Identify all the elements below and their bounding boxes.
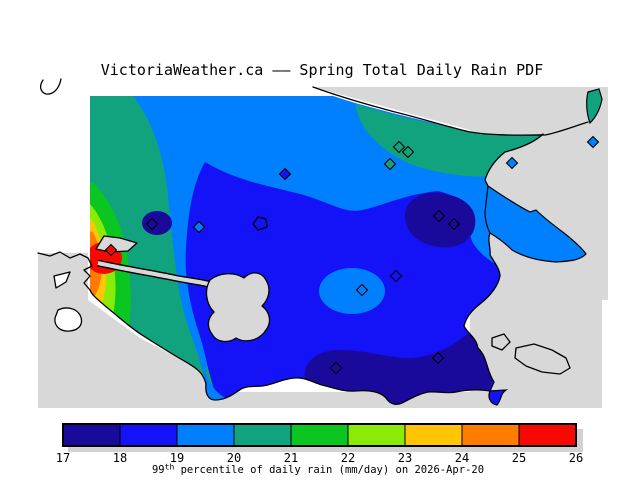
colorbar-segment [291, 424, 348, 446]
south-coast-notch [488, 389, 509, 406]
victoria-peninsula [205, 272, 271, 343]
colorbar-segment [234, 424, 291, 446]
tick-label: 26 [569, 451, 583, 465]
station-diamond-marker [389, 269, 403, 283]
station-diamond-marker [383, 157, 397, 171]
coastlines [37, 78, 589, 405]
inlet-channel [97, 259, 214, 289]
station-diamond-marker [586, 135, 600, 149]
band-17-18-south-blob [304, 324, 504, 405]
coast-east-lower [463, 232, 501, 392]
teal-horn [586, 88, 603, 125]
colorbar-segment [405, 424, 462, 446]
station-diamond-marker [447, 217, 461, 231]
colorbar: 17 18 19 20 21 22 23 24 25 26 99th perce… [56, 423, 583, 477]
colorbar-border [62, 423, 577, 447]
coast-south [205, 377, 491, 405]
station-diamond-marker [505, 156, 519, 170]
station-diamond-marker [355, 283, 369, 297]
colorbar-tick-labels: 17 18 19 20 21 22 23 24 25 26 [56, 451, 583, 465]
tick-label: 18 [113, 451, 127, 465]
coast-northwest [37, 251, 93, 291]
islands [95, 235, 571, 375]
station-diamond-marker [278, 167, 292, 181]
inlet-fill [97, 260, 213, 288]
lake-outline-small [252, 216, 268, 231]
coast-northeast [312, 86, 589, 136]
band-19-20-oval [319, 268, 385, 314]
station-diamond-marker [329, 361, 343, 375]
lake-west [54, 307, 83, 332]
tick-label: 22 [341, 451, 355, 465]
station-markers [104, 135, 600, 375]
caption-superscript: th [165, 463, 175, 472]
colorbar-segment [120, 424, 177, 446]
colorbar-segment [177, 424, 234, 446]
land-west-south [38, 253, 602, 408]
tick-label: 20 [227, 451, 241, 465]
station-diamond-marker [431, 351, 445, 365]
station-diamond-marker [104, 243, 118, 257]
land-east [313, 87, 608, 392]
tick-label: 25 [512, 451, 526, 465]
colorbar-segment [519, 424, 576, 446]
land-base [38, 87, 608, 408]
band-19-20-sliver [192, 330, 226, 400]
island-se-long [514, 343, 571, 375]
caption-base: 99 [152, 464, 165, 476]
station-diamond-marker [145, 217, 159, 231]
colorbar-segments [63, 424, 576, 446]
colorbar-segment [462, 424, 519, 446]
tick-label: 19 [170, 451, 184, 465]
station-diamond-marker [192, 220, 206, 234]
caption-rest: percentile of daily rain (mm/day) on 202… [174, 464, 484, 476]
coast-west [89, 289, 207, 385]
tick-label: 24 [455, 451, 469, 465]
station-diamond-marker [432, 209, 446, 223]
colorbar-segment [63, 424, 120, 446]
tick-label: 17 [56, 451, 70, 465]
station-diamond-marker [401, 145, 415, 159]
tick-label: 21 [284, 451, 298, 465]
coast-hook-islet [39, 78, 62, 95]
coast-east-upper [484, 133, 544, 187]
inlet-wedge [53, 271, 71, 289]
colorbar-dividers [119, 424, 520, 446]
plot-title: VictoriaWeather.ca —— Spring Total Daily… [101, 61, 544, 79]
lakes [53, 216, 268, 332]
tick-label: 23 [398, 451, 412, 465]
station-diamond-marker [392, 140, 406, 154]
colorbar-caption: 99th percentile of daily rain (mm/day) o… [152, 463, 484, 477]
island-se-small [491, 333, 511, 351]
colorbar-segment [348, 424, 405, 446]
